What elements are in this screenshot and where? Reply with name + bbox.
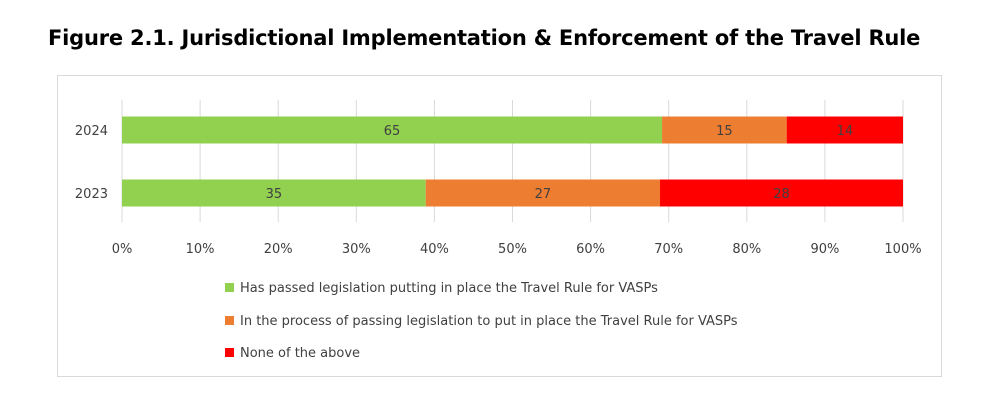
- x-tick-label: 100%: [884, 242, 921, 257]
- bar-segment: [122, 116, 663, 144]
- x-tick-label: 30%: [342, 242, 371, 257]
- bar-segment: [662, 116, 787, 144]
- bar-data-label: 28: [773, 187, 790, 202]
- y-category-label: 2023: [75, 187, 108, 202]
- x-tick-label: 60%: [576, 242, 605, 257]
- legend-label: In the process of passing legislation to…: [240, 314, 738, 329]
- x-tick-label: 70%: [654, 242, 683, 257]
- bar-segment: [122, 179, 426, 207]
- bar-data-label: 65: [384, 124, 401, 139]
- x-tick-label: 20%: [264, 242, 293, 257]
- chart-frame: [57, 75, 942, 377]
- x-tick-label: 40%: [420, 242, 449, 257]
- bar-data-label: 14: [837, 124, 854, 139]
- bar-data-label: 15: [716, 124, 733, 139]
- bar-segment: [425, 179, 661, 207]
- bar-data-label: 27: [535, 187, 552, 202]
- legend-label: Has passed legislation putting in place …: [240, 281, 658, 296]
- chart-title: Figure 2.1. Jurisdictional Implementatio…: [48, 26, 921, 50]
- bar-segment: [786, 116, 903, 144]
- bar-data-label: 35: [266, 187, 283, 202]
- x-tick-label: 50%: [498, 242, 527, 257]
- legend-swatch: [225, 348, 234, 357]
- x-tick-label: 90%: [810, 242, 839, 257]
- legend-swatch: [225, 283, 234, 292]
- legend-swatch: [225, 316, 234, 325]
- x-tick-label: 0%: [112, 242, 133, 257]
- legend-label: None of the above: [240, 346, 360, 361]
- x-tick-label: 10%: [186, 242, 215, 257]
- bar-segment: [660, 179, 903, 207]
- y-category-label: 2024: [75, 124, 108, 139]
- x-tick-label: 80%: [732, 242, 761, 257]
